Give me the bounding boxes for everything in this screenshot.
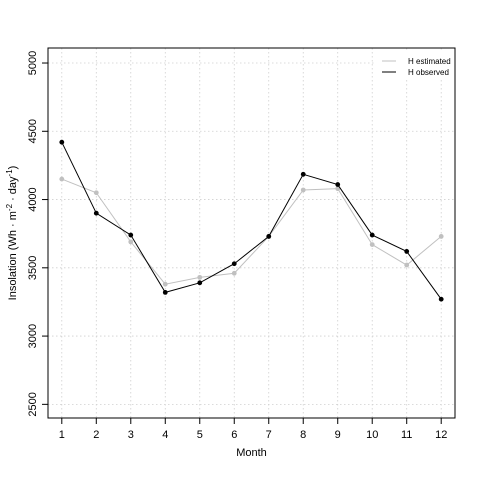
x-tick-label: 4 — [162, 429, 168, 441]
y-axis-title-unit-m: m — [7, 211, 19, 220]
x-tick-label: 9 — [335, 429, 341, 441]
point-observed — [335, 182, 341, 187]
y-axis-title-exp-2: -1 — [5, 169, 14, 177]
point-estimated — [404, 262, 410, 268]
point-observed — [93, 210, 99, 216]
point-observed — [369, 232, 375, 238]
x-axis-title: Month — [236, 447, 267, 459]
point-estimated — [438, 234, 444, 239]
point-observed — [162, 289, 168, 295]
point-observed — [266, 234, 272, 239]
point-estimated — [59, 176, 65, 182]
y-tick-label: 2500 — [27, 392, 39, 416]
point-observed — [404, 249, 410, 254]
series-line-observed — [61, 141, 442, 300]
point-estimated — [93, 190, 99, 196]
point-estimated — [300, 187, 306, 193]
y-axis-title-pre: Insolation (Wh — [7, 230, 19, 300]
point-estimated — [231, 270, 237, 276]
y-axis-title-dot-2: · — [7, 194, 19, 204]
y-axis-title-dot: · — [7, 220, 19, 230]
y-axis-title-unit-day: day — [7, 176, 19, 194]
x-tick-label: 3 — [128, 429, 134, 441]
point-estimated — [197, 274, 203, 280]
point-observed — [231, 261, 237, 267]
x-tick-label: 12 — [435, 429, 447, 441]
legend: H estimated H observed — [376, 51, 454, 80]
point-estimated — [335, 186, 341, 192]
x-tick-label: 1 — [59, 429, 65, 441]
y-tick-label: 4000 — [27, 187, 39, 211]
y-tick-label: 5000 — [27, 51, 39, 75]
point-observed — [438, 296, 444, 302]
legend-label-observed: H observed — [408, 68, 449, 77]
point-observed — [59, 139, 65, 145]
legend-box — [376, 51, 454, 80]
series-layer — [59, 139, 444, 302]
point-estimated — [128, 239, 134, 245]
y-tick-label: 3500 — [27, 256, 39, 280]
y-tick-label: 4500 — [27, 119, 39, 143]
x-tick-label: 7 — [266, 429, 272, 441]
point-estimated — [369, 242, 375, 248]
x-tick-label: 10 — [366, 429, 378, 441]
x-tick-label: 5 — [197, 429, 203, 441]
y-tick-label: 3000 — [27, 324, 39, 348]
legend-label-estimated: H estimated — [408, 57, 451, 66]
point-estimated — [162, 281, 168, 287]
x-tick-label: 8 — [300, 429, 306, 441]
point-observed — [197, 280, 203, 286]
series-line-estimated — [61, 178, 442, 285]
x-tick-label: 6 — [231, 429, 237, 441]
y-axis-title-exp-1: -2 — [5, 203, 14, 211]
y-axis-title: Insolation (Wh · m-2 · day-1) — [5, 166, 19, 301]
point-observed — [128, 232, 134, 238]
x-tick-label: 11 — [401, 429, 412, 441]
point-observed — [300, 171, 306, 177]
y-axis-title-post: ) — [7, 166, 19, 170]
x-tick-label: 2 — [93, 429, 99, 441]
